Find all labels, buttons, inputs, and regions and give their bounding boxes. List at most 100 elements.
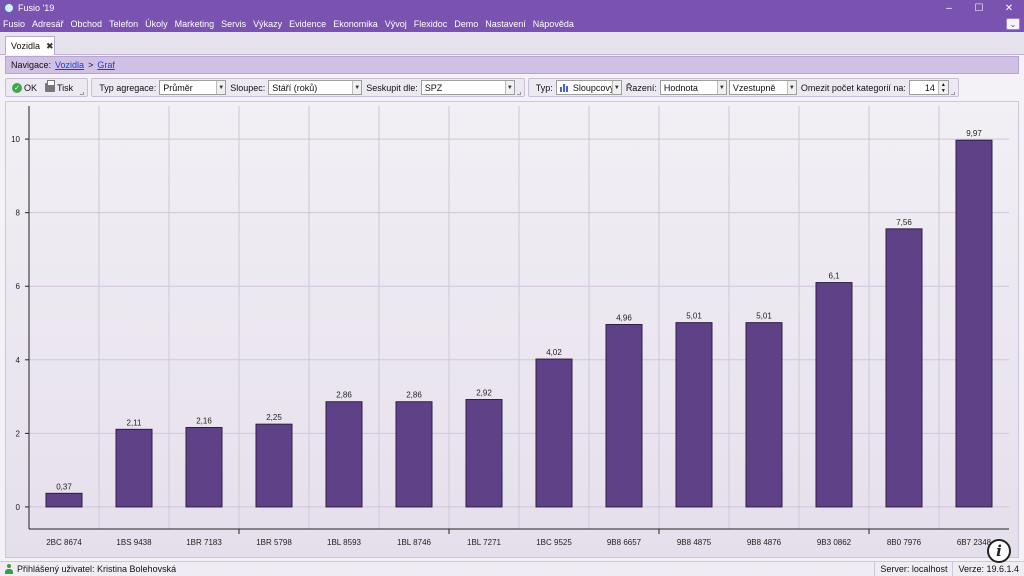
column-select[interactable]: Stáří (roků) ▼ — [268, 80, 363, 95]
breadcrumb-separator: > — [88, 60, 94, 70]
chevron-down-icon[interactable]: ⌄ — [1006, 18, 1020, 30]
chevron-down-icon[interactable]: ▼ — [216, 81, 226, 94]
group-grip — [950, 92, 955, 95]
menu-item-evidence[interactable]: Evidence — [289, 19, 327, 29]
bar — [185, 426, 223, 508]
chevron-down-icon[interactable]: ▼ — [786, 81, 796, 94]
menu-item-demo[interactable]: Demo — [454, 19, 479, 29]
menu-item-fusio[interactable]: Fusio — [3, 19, 26, 29]
bar-value-label: 7,56 — [896, 218, 912, 227]
bar — [45, 492, 83, 508]
y-tick-label: 6 — [16, 282, 21, 291]
minimize-button[interactable]: – — [946, 2, 952, 14]
aggregation-label: Typ agregace: — [99, 82, 157, 93]
server-info: Server: localhost — [874, 562, 952, 576]
print-button[interactable]: Tisk — [42, 80, 76, 95]
maximize-button[interactable]: ☐ — [974, 2, 984, 14]
window-title: Fusio '19 — [18, 3, 55, 13]
chart-toolbar: ✓ OK Tisk Typ agregace: Průměr ▼ Sloupec… — [5, 77, 1019, 98]
x-tick-label: 8B0 7976 — [887, 538, 922, 547]
order-select[interactable]: Vzestupně ▼ — [728, 80, 797, 95]
bar — [255, 423, 293, 508]
menu-item-marketing[interactable]: Marketing — [174, 19, 215, 29]
y-tick-label: 10 — [11, 135, 20, 144]
menu-item-ekonomika[interactable]: Ekonomika — [333, 19, 378, 29]
order-value: Vzestupně — [732, 82, 776, 93]
bar — [675, 322, 713, 508]
action-group: ✓ OK Tisk — [5, 78, 89, 97]
menu-item-ukoly[interactable]: Úkoly — [145, 19, 168, 29]
printer-icon — [45, 80, 56, 92]
bar-value-label: 4,96 — [616, 313, 632, 322]
chevron-down-icon[interactable]: ▼ — [352, 81, 362, 94]
bar — [815, 282, 853, 508]
sort-value: Hodnota — [663, 82, 698, 93]
breadcrumb-link-graf[interactable]: Graf — [97, 60, 115, 70]
close-icon[interactable]: ✖ — [46, 40, 54, 51]
bar-value-label: 6,1 — [828, 272, 840, 281]
y-tick-label: 4 — [16, 356, 21, 365]
aggregation-value: Průměr — [163, 82, 193, 93]
menu-item-nastaveni[interactable]: Nastavení — [485, 19, 526, 29]
menu-item-napoveda[interactable]: Nápověda — [532, 19, 574, 29]
category-limit-stepper[interactable]: 14 ▲ ▼ — [908, 80, 949, 95]
chevron-down-icon[interactable]: ▼ — [940, 87, 946, 94]
column-label: Sloupec: — [230, 82, 266, 93]
info-icon[interactable]: i — [987, 539, 1011, 563]
x-tick-label: 1BR 7183 — [186, 538, 222, 547]
breadcrumb: Navigace: Vozidla > Graf — [5, 56, 1019, 74]
bar — [745, 322, 783, 508]
user-icon — [5, 564, 13, 574]
chevron-down-icon[interactable]: ▼ — [716, 81, 726, 94]
spinner-buttons[interactable]: ▲ ▼ — [937, 81, 948, 94]
x-tick-label: 1BC 9525 — [536, 538, 572, 547]
x-tick-label: 1BR 5798 — [256, 538, 292, 547]
ok-button[interactable]: ✓ OK — [9, 80, 40, 95]
menu-item-obchod[interactable]: Obchod — [70, 19, 103, 29]
menu-bar: Fusio Adresář Obchod Telefon Úkoly Marke… — [0, 16, 1024, 32]
breadcrumb-label: Navigace: — [11, 60, 52, 70]
chevron-down-icon[interactable]: ▼ — [611, 81, 621, 94]
bar-chart: 0 2 4 6 8 10 0,37 2BC 8674 2,11 1BS 9438 2,16 1BR 7… — [11, 106, 1009, 547]
limit-value: 14 — [924, 82, 935, 93]
column-value: Stáří (roků) — [272, 82, 318, 93]
breadcrumb-link-vozidla[interactable]: Vozidla — [55, 60, 85, 70]
menu-item-telefon[interactable]: Telefon — [109, 19, 139, 29]
logged-user: Přihlášený uživatel: Kristina Bolehovská — [17, 564, 177, 574]
y-tick-label: 0 — [16, 503, 21, 512]
x-tick-label: 1BS 9438 — [116, 538, 152, 547]
bar-value-label: 5,01 — [686, 312, 702, 321]
chart-type-value: Sloupcový — [572, 82, 612, 93]
menu-item-servis[interactable]: Servis — [221, 19, 247, 29]
menu-item-vykazy[interactable]: Výkazy — [253, 19, 283, 29]
aggregation-select[interactable]: Průměr ▼ — [159, 80, 227, 95]
menu-item-vyvoj[interactable]: Vývoj — [384, 19, 407, 29]
chevron-up-icon[interactable]: ▲ — [940, 81, 946, 88]
bar-value-label: 2,86 — [406, 391, 422, 400]
bar-value-label: 2,16 — [196, 416, 212, 425]
bar-value-label: 2,92 — [476, 389, 492, 398]
limit-label: Omezit počet kategorií na: — [800, 82, 906, 93]
bar — [955, 139, 993, 508]
group-grip — [516, 92, 521, 95]
group-select[interactable]: SPZ ▼ — [420, 80, 515, 95]
y-tick-label: 8 — [16, 209, 21, 218]
bar-value-label: 2,86 — [336, 391, 352, 400]
tab-vozidla[interactable]: Vozidla ✖ — [5, 36, 55, 55]
sort-select[interactable]: Hodnota ▼ — [659, 80, 727, 95]
status-bar: Přihlášený uživatel: Kristina Bolehovská… — [0, 561, 1024, 576]
y-tick-label: 2 — [16, 429, 21, 438]
type-label: Typ: — [535, 82, 553, 93]
group-label: Seskupit dle: — [366, 82, 418, 93]
menu-item-flexidoc[interactable]: Flexidoc — [413, 19, 448, 29]
x-tick-label: 9B8 6657 — [607, 538, 642, 547]
x-tick-label: 2BC 8674 — [46, 538, 82, 547]
app-icon — [4, 3, 14, 13]
bar-value-label: 5,01 — [756, 312, 772, 321]
status-right: Server: localhost Verze: 19.6.1.4 — [874, 562, 1024, 576]
bar — [605, 323, 643, 508]
chart-type-select[interactable]: Sloupcový ▼ — [555, 80, 622, 95]
menu-item-adresar[interactable]: Adresář — [32, 19, 64, 29]
chevron-down-icon[interactable]: ▼ — [504, 81, 514, 94]
close-button[interactable]: ✕ — [1004, 2, 1014, 14]
